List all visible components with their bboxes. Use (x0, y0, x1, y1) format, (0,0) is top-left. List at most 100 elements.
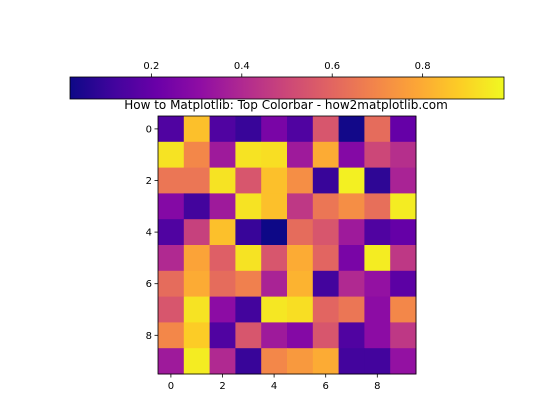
heatmap-cell (183, 348, 211, 375)
heatmap-cell (158, 193, 185, 220)
x-tick-label: 6 (323, 381, 329, 392)
heatmap-cell (261, 245, 288, 272)
colorbar-tick-label: 0.2 (143, 61, 159, 72)
heatmap-cell (312, 296, 340, 323)
heatmap-cell (183, 167, 211, 194)
heatmap-cell (390, 322, 417, 349)
heatmap-cell (312, 193, 340, 220)
heatmap-cell (235, 322, 262, 349)
heatmap-cell (261, 167, 288, 194)
heatmap-cell (235, 193, 262, 220)
heatmap-cell (261, 348, 288, 375)
y-tick-label: 6 (146, 279, 152, 290)
heatmap-cell (235, 245, 262, 272)
heatmap-cell (235, 296, 262, 323)
heatmap-cell (390, 141, 417, 169)
x-tick-label: 4 (271, 381, 277, 392)
heatmap-cell (209, 296, 236, 323)
heatmap-cell (338, 219, 365, 246)
heatmap-cell (390, 245, 417, 272)
heatmap-cell (338, 245, 365, 272)
heatmap-cell (183, 270, 211, 298)
heatmap-cell (390, 193, 417, 220)
y-tick-label: 2 (146, 176, 152, 187)
heatmap-cell (338, 167, 365, 194)
heatmap-cell (390, 296, 417, 323)
heatmap-cell (338, 116, 365, 143)
heatmap-cell (158, 270, 185, 298)
heatmap-cell (390, 270, 417, 298)
heatmap-cell (312, 141, 340, 169)
x-tick-label: 0 (168, 381, 174, 392)
heatmap-cell (261, 322, 288, 349)
heatmap-cell (338, 322, 365, 349)
heatmap-cell (287, 245, 314, 272)
heatmap-cell (235, 141, 262, 169)
heatmap-cell (183, 141, 211, 169)
heatmap-cell (209, 193, 236, 220)
heatmap-cell (183, 322, 211, 349)
x-tick-label: 8 (374, 381, 380, 392)
heatmap-cell (338, 348, 365, 375)
y-tick-label: 8 (146, 331, 152, 342)
heatmap-cell (364, 116, 391, 143)
heatmap-frame (157, 115, 417, 375)
heatmap-cell (209, 245, 236, 272)
heatmap-cell (183, 296, 211, 323)
heatmap-cell (364, 219, 391, 246)
heatmap-cell (364, 141, 391, 169)
heatmap-cell (338, 193, 365, 220)
heatmap-cell (158, 245, 185, 272)
chart-title: How to Matplotlib: Top Colorbar - how2ma… (124, 98, 448, 112)
heatmap-cell (158, 219, 185, 246)
heatmap-cell (209, 141, 236, 169)
heatmap-cell (209, 270, 236, 298)
heatmap-cell (261, 219, 288, 246)
heatmap-cell (338, 270, 365, 298)
heatmap-cell (364, 270, 391, 298)
heatmap-cell (261, 116, 288, 143)
heatmap-cell (261, 193, 288, 220)
heatmap (158, 116, 417, 375)
heatmap-cell (312, 322, 340, 349)
heatmap-cell (364, 193, 391, 220)
heatmap-cell (183, 193, 211, 220)
heatmap-cell (235, 116, 262, 143)
colorbar-tick-label: 0.4 (234, 61, 250, 72)
heatmap-cell (390, 116, 417, 143)
heatmap-cell (158, 167, 185, 194)
heatmap-cell (235, 348, 262, 375)
heatmap-cell (364, 296, 391, 323)
heatmap-cell (312, 270, 340, 298)
heatmap-cell (158, 296, 185, 323)
heatmap-cell (312, 116, 340, 143)
heatmap-cell (287, 141, 314, 169)
heatmap-cell (235, 219, 262, 246)
heatmap-cell (312, 219, 340, 246)
y-tick-label: 0 (146, 124, 152, 135)
heatmap-cell (287, 270, 314, 298)
heatmap-cell (158, 141, 185, 169)
heatmap-cell (209, 322, 236, 349)
heatmap-cell (390, 219, 417, 246)
x-tick-label: 2 (219, 381, 225, 392)
heatmap-cell (261, 296, 288, 323)
heatmap-cell (209, 219, 236, 246)
heatmap-cell (261, 141, 288, 169)
heatmap-cell (158, 348, 185, 375)
heatmap-cell (364, 322, 391, 349)
heatmap-cell (287, 348, 314, 375)
heatmap-cell (390, 167, 417, 194)
heatmap-cell (235, 167, 262, 194)
heatmap-cell (287, 322, 314, 349)
colorbar-tick-label: 0.8 (415, 61, 431, 72)
heatmap-axes: 0 2 4 6 8 0 2 4 6 8 (146, 115, 417, 392)
heatmap-cell (287, 116, 314, 143)
heatmap-cell (338, 296, 365, 323)
heatmap-cell (338, 141, 365, 169)
heatmap-cell (287, 193, 314, 220)
colorbar-tick-label: 0.6 (324, 61, 340, 72)
heatmap-cell (364, 245, 391, 272)
heatmap-cell (390, 348, 417, 375)
